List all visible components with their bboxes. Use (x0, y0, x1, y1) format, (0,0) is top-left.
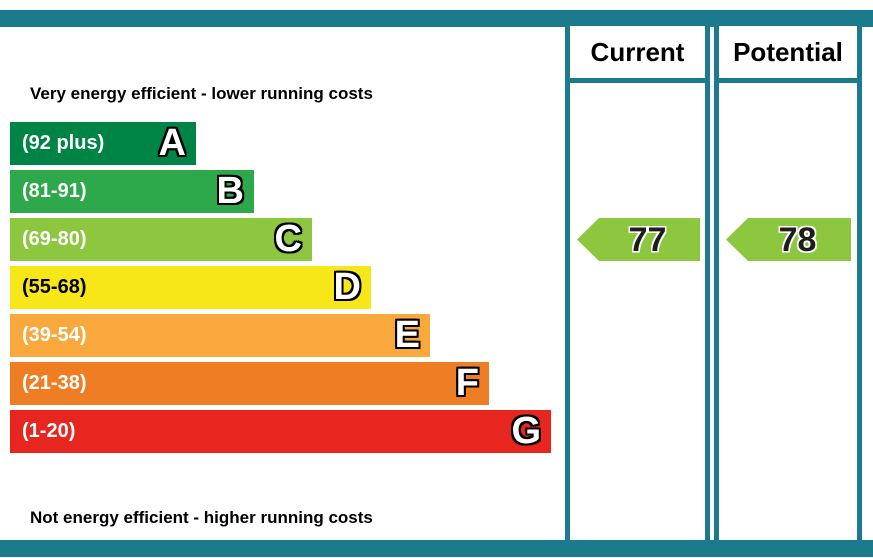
band-row-c: (69-80) C (10, 218, 312, 261)
band-row-a: (92 plus) A (10, 122, 196, 165)
current-rating-value: 77 (628, 220, 667, 259)
band-row-d: (55-68) D (10, 266, 371, 309)
potential-rating-arrow: 78 (726, 218, 851, 261)
band-letter: A (158, 121, 186, 164)
band-range-label: (21-38) (22, 372, 87, 394)
band-letter: C (274, 217, 302, 260)
band-range-label: (1-20) (22, 420, 76, 442)
band-letter: D (333, 265, 361, 308)
band-row-e: (39-54) E (10, 314, 430, 357)
current-column: Current (565, 26, 710, 540)
band-range-label: (69-80) (22, 228, 87, 250)
band-range-label: (39-54) (22, 324, 87, 346)
band-range-label: (55-68) (22, 276, 87, 298)
band-row-b: (81-91) B (10, 170, 254, 213)
band-letter: F (455, 361, 479, 404)
top-border-bar (0, 10, 873, 27)
current-rating-arrow: 77 (577, 218, 700, 261)
top-caption: Very energy efficient - lower running co… (30, 84, 373, 103)
band-row-g: (1-20) G (10, 410, 551, 453)
band-letter: B (216, 169, 244, 212)
bottom-caption: Not energy efficient - higher running co… (30, 508, 373, 527)
potential-column-header: Potential (719, 26, 857, 83)
band-letter: E (394, 313, 420, 356)
band-range-label: (92 plus) (22, 132, 105, 154)
potential-column: Potential (714, 26, 862, 540)
epc-bands: (92 plus) A (81-91) B (69-80) C (55-68) … (10, 122, 555, 458)
bottom-border-bar (0, 540, 873, 557)
band-row-f: (21-38) F (10, 362, 489, 405)
potential-rating-value: 78 (778, 220, 817, 259)
band-range-label: (81-91) (22, 180, 87, 202)
band-letter: G (511, 409, 541, 452)
current-column-header: Current (570, 26, 705, 83)
